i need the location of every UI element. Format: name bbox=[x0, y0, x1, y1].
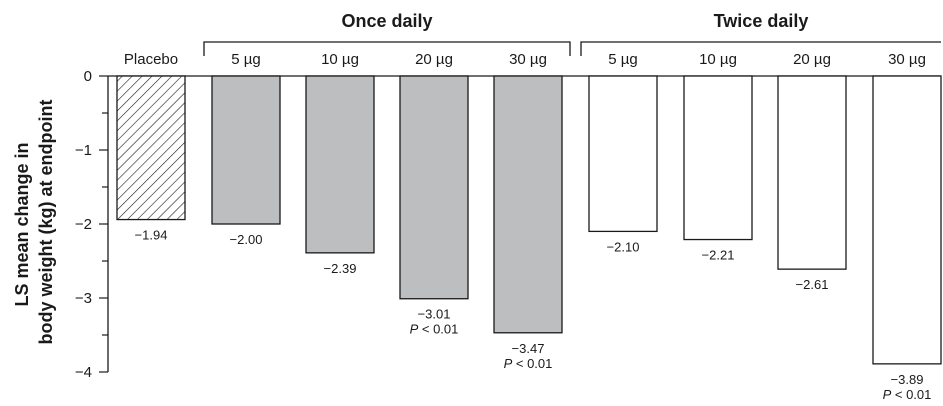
group-label: Once daily bbox=[341, 11, 432, 31]
bar-2 bbox=[211, 75, 281, 225]
bar-p-value-label: P < 0.01 bbox=[883, 387, 932, 402]
bar-value-label: −2.61 bbox=[796, 277, 829, 292]
bar-9 bbox=[872, 75, 942, 365]
bar-value-label: −1.94 bbox=[135, 228, 168, 243]
bar-value-label: −2.10 bbox=[607, 239, 640, 254]
bar-7 bbox=[683, 75, 753, 241]
bar-value-label: −3.47 bbox=[512, 341, 545, 356]
category-label: 20 µg bbox=[793, 51, 831, 68]
y-tick-label: −4 bbox=[75, 364, 92, 381]
category-label: 10 µg bbox=[321, 51, 359, 68]
category-label: 5 µg bbox=[231, 51, 261, 68]
bar-value-label: −2.39 bbox=[324, 261, 357, 276]
category-label: 30 µg bbox=[509, 51, 547, 68]
y-tick-label: −3 bbox=[75, 290, 92, 307]
y-tick-label: 0 bbox=[84, 68, 92, 85]
category-label: 5 µg bbox=[608, 51, 638, 68]
bar-p-value-label: P < 0.01 bbox=[504, 356, 553, 371]
bar-5 bbox=[493, 75, 563, 334]
y-axis-title: LS mean change in body weight (kg) at en… bbox=[12, 100, 56, 345]
group-bracket bbox=[203, 41, 571, 56]
y-axis-title-line-1: LS mean change in bbox=[12, 142, 32, 306]
y-axis-title-line-2: body weight (kg) at endpoint bbox=[36, 100, 56, 345]
bar-4 bbox=[399, 75, 469, 300]
category-label: 20 µg bbox=[415, 51, 453, 68]
category-label: 30 µg bbox=[888, 51, 926, 68]
category-label: Placebo bbox=[124, 51, 178, 68]
bar-1 bbox=[116, 75, 186, 221]
category-label: 10 µg bbox=[699, 51, 737, 68]
bars bbox=[116, 75, 942, 365]
y-tick-label: −1 bbox=[75, 142, 92, 159]
bar-value-label: −3.01 bbox=[418, 307, 451, 322]
bar-8 bbox=[777, 75, 847, 270]
y-tick-label: −2 bbox=[75, 216, 92, 233]
bar-3 bbox=[305, 75, 375, 254]
bar-value-label: −3.89 bbox=[891, 372, 924, 387]
group-brackets: Once daily Twice daily bbox=[203, 11, 941, 56]
group-bracket bbox=[580, 41, 941, 56]
bar-value-label: −2.00 bbox=[230, 232, 263, 247]
bar-p-value-label: P < 0.01 bbox=[410, 322, 459, 337]
group-label: Twice daily bbox=[714, 11, 809, 31]
bar-value-label: −2.21 bbox=[702, 248, 735, 263]
bar-6 bbox=[588, 75, 658, 233]
